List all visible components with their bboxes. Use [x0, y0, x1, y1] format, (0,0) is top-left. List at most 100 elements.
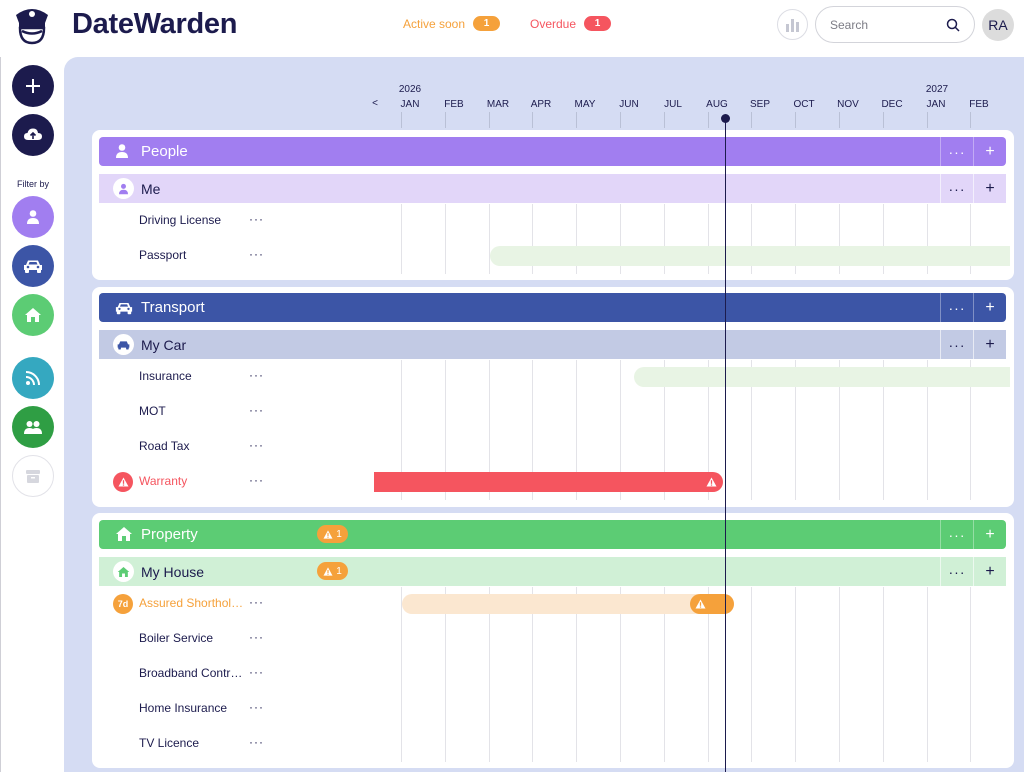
subgroup-header-me[interactable]: Me ··· +	[99, 174, 1006, 203]
app-brand-name: DateWarden	[72, 8, 238, 40]
item-more-button[interactable]: ···	[249, 735, 264, 749]
item-label: Passport	[139, 248, 187, 262]
subgroup-more-button[interactable]: ···	[940, 174, 973, 203]
item-more-button[interactable]: ···	[249, 665, 264, 679]
month-label: JUN	[619, 99, 639, 110]
search-icon[interactable]	[946, 18, 960, 32]
car-icon	[113, 334, 134, 355]
month-label: SEP	[749, 99, 770, 110]
upload-button[interactable]	[12, 114, 54, 156]
group-label: Transport	[141, 299, 205, 316]
item-row[interactable]: Road Tax ···	[99, 430, 1006, 465]
group-label: Property	[141, 526, 198, 543]
item-more-button[interactable]: ···	[249, 368, 264, 382]
subgroup-label: My Car	[141, 336, 187, 353]
subgroup-header-my-car[interactable]: My Car ··· +	[99, 330, 1006, 359]
search-box[interactable]	[815, 6, 975, 43]
group-more-button[interactable]: ···	[940, 293, 973, 322]
subgroup-more-button[interactable]: ···	[940, 557, 973, 586]
timeline-bar-passport[interactable]	[490, 246, 1010, 266]
subgroup-add-button[interactable]: +	[973, 330, 1006, 359]
item-row-active-soon[interactable]: 7d Assured Shorthold Tenancy ···	[99, 587, 1006, 622]
group-more-button[interactable]: ···	[940, 137, 973, 166]
month-label: FEB	[969, 99, 989, 110]
shared-button[interactable]	[12, 406, 54, 448]
item-row-overdue[interactable]: Warranty ···	[99, 465, 1006, 500]
month-label: JAN	[400, 99, 420, 110]
month-label: FEB	[444, 99, 464, 110]
gridline	[927, 204, 928, 274]
item-more-button[interactable]: ···	[249, 700, 264, 714]
item-row[interactable]: MOT ···	[99, 395, 1006, 430]
month-label: JAN	[926, 99, 946, 110]
car-icon	[115, 303, 133, 315]
active-soon-badge: 1	[317, 525, 348, 543]
gridline	[970, 204, 971, 274]
month-tick	[883, 112, 884, 128]
gridline	[445, 587, 446, 762]
group-add-button[interactable]: +	[973, 293, 1006, 322]
group-add-button[interactable]: +	[973, 520, 1006, 549]
active-soon-count: 1	[473, 16, 501, 31]
subgroup-add-button[interactable]: +	[973, 557, 1006, 586]
month-tick	[401, 112, 402, 128]
active-soon-indicator[interactable]: Active soon 1	[403, 16, 501, 31]
item-more-button[interactable]: ···	[249, 473, 264, 487]
filter-property-button[interactable]	[12, 294, 54, 336]
user-avatar[interactable]: RA	[982, 9, 1014, 41]
active-soon-label: Active soon	[403, 16, 466, 31]
item-more-button[interactable]: ···	[249, 438, 264, 452]
month-label: OCT	[793, 99, 815, 110]
group-header-transport[interactable]: Transport ··· +	[99, 293, 1006, 322]
group-add-button[interactable]: +	[973, 137, 1006, 166]
group-header-property[interactable]: Property 1 ··· +	[99, 520, 1006, 549]
timeline-bar-tenancy[interactable]	[402, 594, 734, 614]
month-tick	[532, 112, 533, 128]
warning-icon	[690, 594, 734, 614]
archive-button[interactable]	[12, 455, 54, 497]
group-header-people[interactable]: People ··· +	[99, 137, 1006, 166]
gridline	[708, 360, 709, 500]
item-more-button[interactable]: ···	[249, 403, 264, 417]
gridline	[927, 360, 928, 500]
filter-people-button[interactable]	[12, 196, 54, 238]
gridline	[489, 587, 490, 762]
feeds-button[interactable]	[12, 357, 54, 399]
stats-button[interactable]	[777, 9, 808, 40]
item-more-button[interactable]: ···	[249, 247, 264, 261]
gridline	[883, 204, 884, 274]
item-more-button[interactable]: ···	[249, 595, 264, 609]
item-row[interactable]: Insurance ···	[99, 360, 1006, 395]
item-more-button[interactable]: ···	[249, 630, 264, 644]
subgroup-add-button[interactable]: +	[973, 174, 1006, 203]
gridline	[664, 204, 665, 274]
gridline	[970, 360, 971, 500]
item-label: Home Insurance	[139, 701, 228, 715]
gridline	[576, 204, 577, 274]
item-more-button[interactable]: ···	[249, 212, 264, 226]
item-row[interactable]: Driving License ···	[99, 204, 1006, 239]
subgroup-more-button[interactable]: ···	[940, 330, 973, 359]
search-input[interactable]	[830, 17, 940, 32]
group-more-button[interactable]: ···	[940, 520, 973, 549]
item-row[interactable]: Broadband Contract ···	[99, 657, 1006, 692]
warning-icon	[323, 566, 333, 576]
days-remaining-badge: 7d	[113, 594, 133, 614]
item-row[interactable]: Home Insurance ···	[99, 692, 1006, 727]
warning-icon	[706, 477, 717, 487]
month-label: MAR	[486, 99, 510, 110]
timeline-bar-insurance[interactable]	[634, 367, 1010, 387]
item-row[interactable]: Passport ···	[99, 239, 1006, 274]
gridline	[532, 204, 533, 274]
item-row[interactable]: Boiler Service ···	[99, 622, 1006, 657]
add-button[interactable]	[12, 65, 54, 107]
filter-transport-button[interactable]	[12, 245, 54, 287]
overdue-indicator[interactable]: Overdue 1	[530, 16, 612, 31]
item-row[interactable]: TV Licence ···	[99, 727, 1006, 762]
subgroup-header-my-house[interactable]: My House 1 ··· +	[99, 557, 1006, 586]
gridline	[970, 587, 971, 762]
timeline-prev-arrow[interactable]: <	[372, 98, 378, 109]
gridline	[620, 587, 621, 762]
timeline-bar-warranty[interactable]	[374, 472, 723, 492]
month-label: DEC	[881, 99, 903, 110]
